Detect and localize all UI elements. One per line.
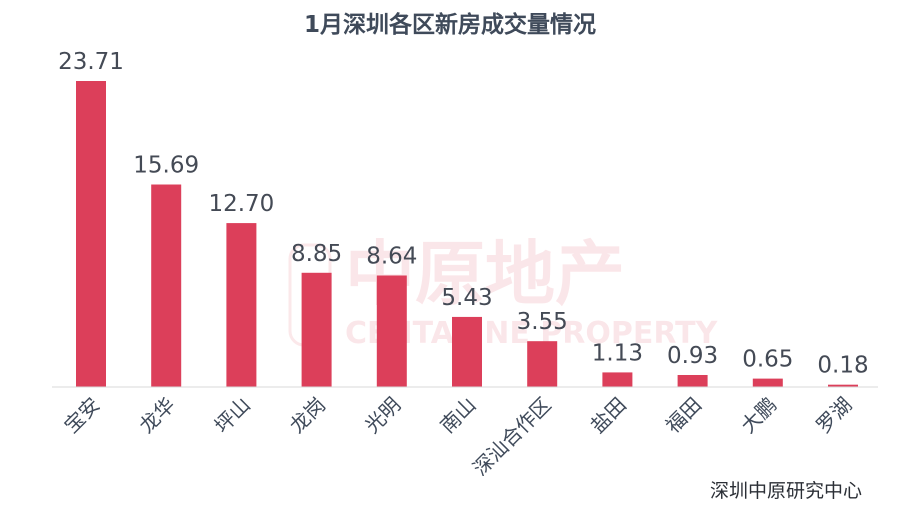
category-label-2: 龙华 — [134, 393, 179, 438]
value-label-10: 0.65 — [742, 347, 793, 373]
value-label-9: 0.93 — [667, 343, 718, 369]
value-label-1: 23.71 — [58, 49, 124, 75]
value-label-3: 12.70 — [208, 191, 274, 217]
bars-group — [76, 81, 858, 387]
value-label-7: 3.55 — [517, 309, 568, 335]
bar-7 — [527, 341, 558, 387]
category-label-8: 盐田 — [586, 393, 631, 438]
bar-5 — [376, 275, 407, 387]
watermark: 中原地产 CENTALINE PROPERTY — [288, 233, 719, 351]
value-label-2: 15.69 — [133, 153, 199, 179]
bar-2 — [151, 184, 182, 387]
category-label-3: 坪山 — [210, 393, 255, 438]
bar-8 — [602, 372, 633, 387]
bar-11 — [828, 384, 858, 387]
category-label-10: 大鹏 — [736, 393, 781, 438]
value-labels-group: 23.71 15.69 12.70 8.85 8.64 5.43 3.55 1.13 0.93 0… — [58, 49, 869, 379]
category-label-9: 福田 — [661, 393, 706, 438]
bar-4 — [301, 272, 332, 387]
value-label-5: 8.64 — [366, 243, 417, 269]
bar-9 — [677, 374, 708, 387]
bar-3 — [226, 223, 257, 387]
category-label-4: 龙岗 — [285, 393, 330, 438]
value-label-4: 8.85 — [291, 241, 342, 267]
bar-10 — [752, 378, 783, 387]
category-label-7: 深汕合作区 — [468, 393, 556, 481]
category-label-11: 罗湖 — [811, 393, 856, 438]
bar-6 — [452, 316, 482, 387]
value-label-6: 5.43 — [441, 285, 492, 311]
category-label-6: 南山 — [435, 393, 480, 438]
category-label-5: 光明 — [360, 393, 405, 438]
source-note: 深圳中原研究中心 — [710, 480, 862, 502]
value-label-11: 0.18 — [817, 353, 868, 379]
chart-title: 1月深圳各区新房成交量情况 — [304, 11, 596, 38]
bar-1 — [76, 81, 106, 387]
value-label-8: 1.13 — [592, 340, 643, 366]
category-label-1: 宝安 — [59, 393, 104, 438]
